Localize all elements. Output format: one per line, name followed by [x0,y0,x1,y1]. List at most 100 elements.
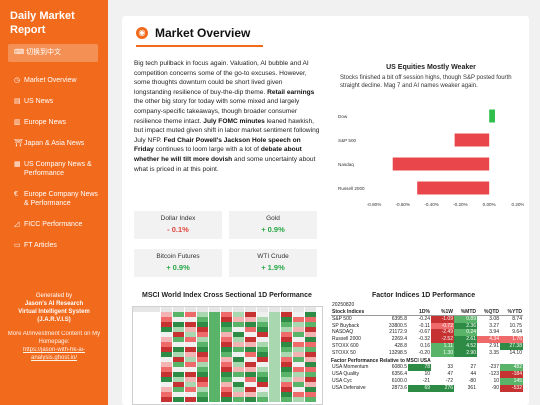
table-cell: 78 [408,364,431,372]
heatmap-cell [233,332,245,337]
table-cell: -0.11 [418,322,430,329]
heatmap-cell [221,327,233,332]
equities-chart-subtitle: Stocks finished a bit off session highs,… [340,75,512,89]
heatmap-cell [209,367,221,372]
sidebar-item-ficc-performance[interactable]: ◿ FICC Performance [0,220,108,229]
heatmap-cell [221,397,233,402]
heatmap-row [133,372,322,377]
heatmap-cell [293,362,305,367]
heatmap-cell [257,347,269,352]
metric-bitcoin-futures: Bitcoin Futures + 0.9% [134,249,222,277]
heatmap-cell [305,322,317,327]
heatmap-cell [161,342,173,347]
column-header: %MTD [460,309,476,315]
row-label: USA Momentum [332,364,369,371]
sidebar-item-ft-articles[interactable]: ▭ FT Articles [0,241,108,250]
heatmap-cell [209,392,221,397]
heatmap-cell [161,372,173,377]
heatmap-cell [293,322,305,327]
heatmap-cell [305,327,317,332]
table-cell: 0.89 [454,315,477,323]
heatmap-cell [173,352,185,357]
heatmap-cell [233,342,245,347]
table-cell: -2.49 [431,329,454,337]
row-label: SP Buyback [332,322,360,329]
x-tick-label: -0.40% [424,202,439,207]
table-cell: 3.94 [489,329,499,336]
table-cell: 8.74 [512,315,522,322]
heatmap-cell [221,372,233,377]
heatmap-cell [209,317,221,322]
heatmap-cell [245,397,257,402]
heatmap-cell [281,367,293,372]
homepage-link[interactable]: https://jason-with-hk-ai-analysis.ghost.… [22,347,86,361]
heatmap-cell [269,352,281,357]
table-cell: -0.32 [418,336,430,343]
sidebar-item-us-company-news-performance[interactable]: ▦ US Company News & Performance [0,160,108,178]
heatmap-row [133,367,322,372]
heatmap-cell [257,372,269,377]
table-cell: 6356.4 [391,371,407,378]
heatmap-cell [245,352,257,357]
heatmap-cell [305,337,317,342]
heatmap-cell [281,342,293,347]
heatmap-cell [133,312,161,317]
sidebar-item-europe-company-news-performance[interactable]: € Europe Company News & Performance [0,190,108,208]
body-text: Big tech pullback in focus again. Valuat… [134,60,309,96]
table-row: STOXX 600 428.8 0.16 1.11 4.52 2.91 27.38 [331,342,523,350]
table-row: Russell 2000 2269.4 -0.32 -2.52 2.61 4.34 1.76 [331,336,523,343]
sidebar-item-label: US News [24,98,54,105]
heatmap-cell [269,362,281,367]
heatmap-cell [209,357,221,362]
heatmap-cell [245,387,257,392]
heatmap-cell [269,317,281,322]
language-toggle-button[interactable]: ⌨ 切换到中文 [8,44,98,62]
heatmap-cell [185,392,197,397]
sidebar-item-europe-news[interactable]: ▥ Europe News [0,118,108,127]
heatmap-cell [185,337,197,342]
heatmap-cell [185,312,197,317]
heatmap-cell [221,352,233,357]
table-cell: 276 [431,384,454,392]
heatmap-cell [293,367,305,372]
factor-table-title: Factor Indices 1D Performance [372,292,476,299]
column-header: %YTD [507,309,522,315]
clock-icon: ◷ [14,77,21,84]
column-header: %1W [441,309,453,315]
title-underline [136,45,263,47]
heatmap-cell [209,372,221,377]
table-cell: 33 [447,364,453,371]
heatmap-cell [173,337,185,342]
heatmap-cell [233,362,245,367]
heatmap-cell [173,317,185,322]
heatmap-cell [133,332,161,337]
heatmap-cell [209,337,221,342]
table-cell: -2.52 [431,336,454,343]
table-cell: -1.09 [431,315,454,323]
heatmap-cell [173,342,185,347]
sidebar-item-japan-asia-news[interactable]: ⛩ Japan & Asia News [0,139,108,148]
heatmap-cell [245,317,257,322]
heatmap-cell [185,377,197,382]
bar-dow [489,109,495,123]
heatmap-row [133,377,322,382]
heatmap-cell [161,332,173,337]
heatmap-title: MSCI World Index Cross Sectional 1D Perf… [142,292,312,299]
sidebar-item-us-news[interactable]: ▤ US News [0,97,108,106]
heatmap-cell [133,327,161,332]
heatmap-cell [185,367,197,372]
heatmap-cell [221,357,233,362]
heatmap-cell [245,367,257,372]
heatmap-cell [221,332,233,337]
heatmap-row [133,317,322,322]
heatmap-row [133,327,322,332]
heatmap-cell [197,322,209,327]
heatmap-cell [305,362,317,367]
heatmap-cell [209,347,221,352]
heatmap-cell [245,357,257,362]
sidebar-item-market-overview[interactable]: ◷ Market Overview [0,76,108,85]
heatmap-cell [281,312,293,317]
heatmap-cell [305,312,317,317]
table-cell: 2.90 [454,349,477,357]
heatmap-cell [293,377,305,382]
